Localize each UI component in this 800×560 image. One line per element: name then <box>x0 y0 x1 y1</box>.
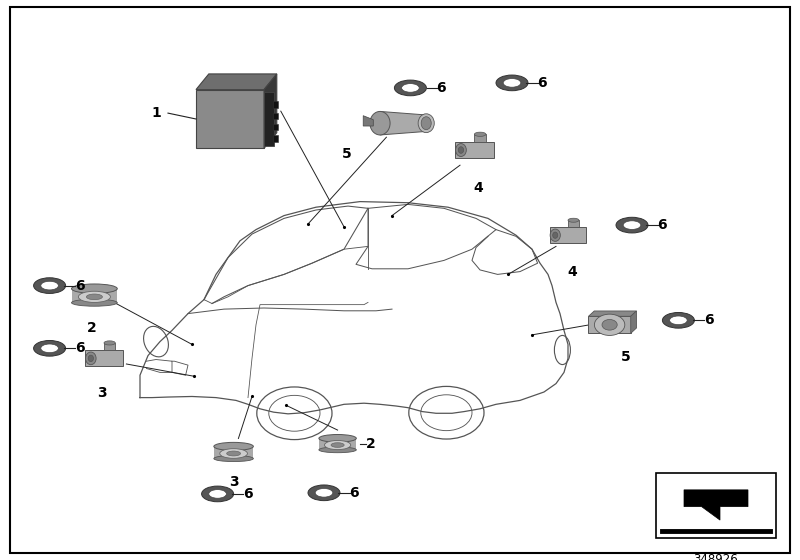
Ellipse shape <box>308 485 340 501</box>
Bar <box>71 288 118 303</box>
Text: 6: 6 <box>75 279 85 293</box>
Bar <box>656 473 776 538</box>
Ellipse shape <box>331 443 344 447</box>
Ellipse shape <box>402 83 419 92</box>
Ellipse shape <box>602 319 618 330</box>
Ellipse shape <box>670 316 687 325</box>
Bar <box>196 90 264 148</box>
Ellipse shape <box>455 143 466 156</box>
Text: 4: 4 <box>474 180 483 194</box>
Ellipse shape <box>209 489 226 498</box>
Ellipse shape <box>325 441 350 450</box>
Ellipse shape <box>623 221 641 230</box>
Ellipse shape <box>319 435 356 442</box>
Ellipse shape <box>594 314 625 335</box>
Polygon shape <box>363 116 374 126</box>
Bar <box>273 113 278 119</box>
Polygon shape <box>455 142 494 158</box>
Ellipse shape <box>394 80 426 96</box>
Polygon shape <box>380 111 426 135</box>
Ellipse shape <box>220 449 247 458</box>
Ellipse shape <box>86 294 102 300</box>
Text: 6: 6 <box>658 218 667 232</box>
Bar <box>273 101 278 108</box>
Ellipse shape <box>458 147 464 153</box>
Polygon shape <box>550 227 586 243</box>
Text: 6: 6 <box>350 486 359 500</box>
Ellipse shape <box>86 352 96 365</box>
Ellipse shape <box>496 75 528 91</box>
Ellipse shape <box>214 442 254 450</box>
Bar <box>589 316 630 333</box>
Polygon shape <box>684 490 748 520</box>
Text: 5: 5 <box>621 351 630 365</box>
Ellipse shape <box>421 116 431 130</box>
Ellipse shape <box>616 217 648 233</box>
Text: 3: 3 <box>229 475 238 489</box>
Ellipse shape <box>418 114 434 133</box>
Text: 2: 2 <box>87 321 97 335</box>
Ellipse shape <box>226 451 241 456</box>
Text: 1: 1 <box>151 106 161 120</box>
Polygon shape <box>630 311 637 333</box>
Ellipse shape <box>550 229 560 241</box>
Ellipse shape <box>71 284 118 293</box>
Ellipse shape <box>214 455 254 461</box>
Ellipse shape <box>568 218 579 222</box>
Ellipse shape <box>202 486 234 502</box>
Ellipse shape <box>71 299 118 306</box>
Text: 348926: 348926 <box>694 553 738 560</box>
Text: 4: 4 <box>567 265 577 279</box>
Ellipse shape <box>662 312 694 328</box>
Bar <box>264 92 274 146</box>
Text: 6: 6 <box>436 81 446 95</box>
Text: 5: 5 <box>342 147 351 161</box>
Text: 6: 6 <box>704 314 714 327</box>
Ellipse shape <box>474 132 486 137</box>
Ellipse shape <box>34 340 66 356</box>
Text: 6: 6 <box>538 76 547 90</box>
Ellipse shape <box>41 344 58 353</box>
Bar <box>319 438 356 450</box>
Polygon shape <box>264 74 277 148</box>
Text: 2: 2 <box>366 437 376 451</box>
Ellipse shape <box>88 355 94 362</box>
Ellipse shape <box>41 281 58 290</box>
Text: 3: 3 <box>97 386 106 400</box>
Ellipse shape <box>553 232 558 239</box>
Bar <box>273 135 278 142</box>
Polygon shape <box>85 351 123 366</box>
Ellipse shape <box>503 78 521 87</box>
Ellipse shape <box>34 278 66 293</box>
Bar <box>273 124 278 130</box>
Text: 6: 6 <box>243 487 253 501</box>
Bar <box>214 446 254 459</box>
Ellipse shape <box>104 341 115 345</box>
Polygon shape <box>589 311 637 316</box>
Polygon shape <box>568 220 579 227</box>
Text: 6: 6 <box>75 341 85 356</box>
Polygon shape <box>474 134 486 142</box>
Ellipse shape <box>315 488 333 497</box>
Ellipse shape <box>319 447 356 452</box>
Polygon shape <box>104 343 115 351</box>
Ellipse shape <box>370 111 390 135</box>
Ellipse shape <box>78 291 110 302</box>
Polygon shape <box>196 74 277 90</box>
